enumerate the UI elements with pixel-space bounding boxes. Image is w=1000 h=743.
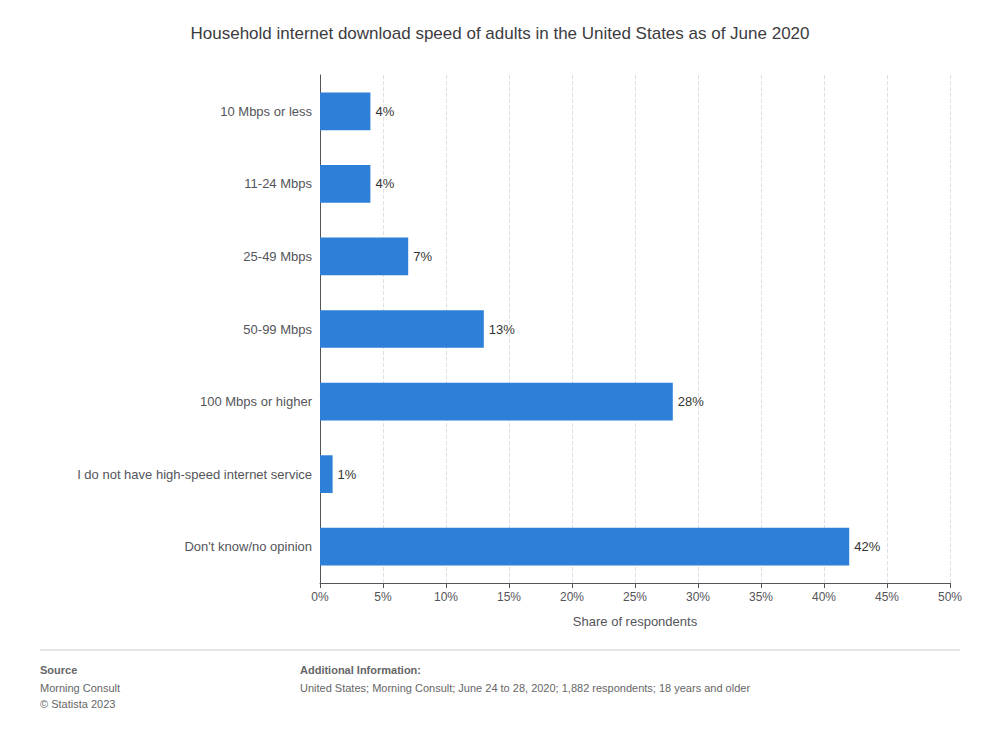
- svg-text:7%: 7%: [413, 249, 432, 264]
- svg-text:40%: 40%: [812, 590, 836, 604]
- svg-text:20%: 20%: [560, 590, 584, 604]
- svg-text:Source: Source: [40, 664, 77, 676]
- svg-text:28%: 28%: [678, 394, 704, 409]
- svg-text:100 Mbps or higher: 100 Mbps or higher: [200, 394, 313, 409]
- svg-text:42%: 42%: [854, 539, 880, 554]
- svg-text:30%: 30%: [686, 590, 710, 604]
- svg-text:Share of respondents: Share of respondents: [573, 614, 698, 629]
- svg-text:25%: 25%: [623, 590, 647, 604]
- svg-text:50-99 Mbps: 50-99 Mbps: [243, 322, 312, 337]
- svg-text:Morning Consult: Morning Consult: [40, 682, 120, 694]
- svg-text:35%: 35%: [749, 590, 773, 604]
- svg-text:Household internet download sp: Household internet download speed of adu…: [190, 24, 809, 43]
- svg-text:Additional Information:: Additional Information:: [300, 664, 421, 676]
- svg-text:5%: 5%: [374, 590, 392, 604]
- svg-text:© Statista 2023: © Statista 2023: [40, 698, 115, 710]
- svg-text:25-49 Mbps: 25-49 Mbps: [243, 249, 312, 264]
- svg-text:10 Mbps or less: 10 Mbps or less: [220, 104, 312, 119]
- svg-text:I do not have high-speed inter: I do not have high-speed internet servic…: [77, 467, 312, 482]
- svg-text:13%: 13%: [489, 322, 515, 337]
- svg-text:4%: 4%: [375, 176, 394, 191]
- svg-text:15%: 15%: [497, 590, 521, 604]
- svg-text:11-24 Mbps: 11-24 Mbps: [244, 176, 312, 191]
- svg-text:50%: 50%: [938, 590, 962, 604]
- svg-text:45%: 45%: [875, 590, 899, 604]
- svg-text:Don't know/no opinion: Don't know/no opinion: [184, 539, 312, 554]
- svg-text:4%: 4%: [375, 104, 394, 119]
- svg-text:10%: 10%: [434, 590, 458, 604]
- svg-text:0%: 0%: [311, 590, 329, 604]
- svg-text:1%: 1%: [338, 467, 357, 482]
- svg-text:United States; Morning Consult: United States; Morning Consult; June 24 …: [300, 682, 750, 694]
